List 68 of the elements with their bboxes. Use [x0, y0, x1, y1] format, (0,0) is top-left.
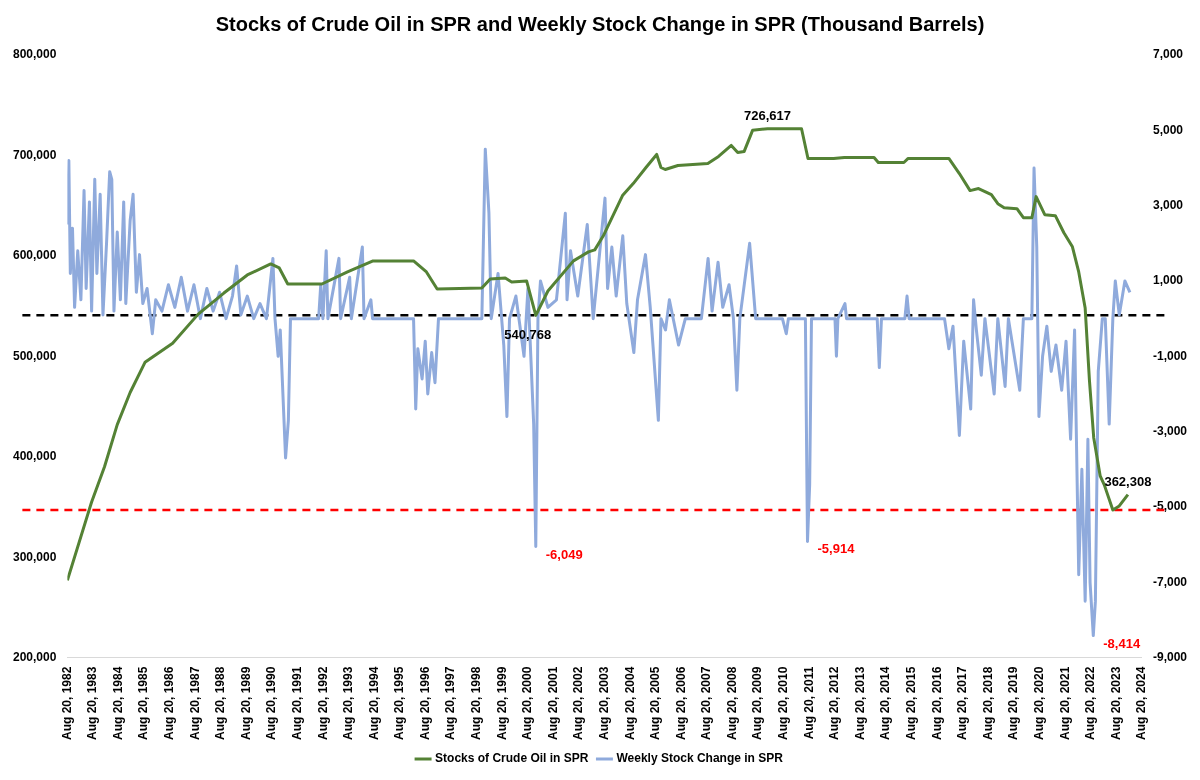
x-tick-label: Aug 20, 2023 — [1108, 666, 1123, 740]
y-tick-label: 700,000 — [12, 147, 57, 162]
x-tick-label: Aug 20, 2013 — [852, 666, 867, 740]
x-tick-label: Aug 20, 2001 — [545, 666, 560, 740]
x-tick-label: Aug 20, 2024 — [1134, 666, 1149, 740]
x-tick-label: Aug 20, 1996 — [417, 666, 432, 740]
x-tick-label: Aug 20, 2003 — [596, 666, 611, 740]
x-tick-label: Aug 20, 2012 — [827, 666, 842, 740]
annotation: 362,308 — [1104, 473, 1152, 489]
chart-title: Stocks of Crude Oil in SPR and Weekly Stock Change in SPR (Thousand Barrels) — [215, 12, 985, 35]
x-tick-label: Aug 20, 2002 — [571, 666, 586, 740]
x-tick-label: Aug 20, 1983 — [85, 666, 100, 740]
x-tick-label: Aug 20, 2007 — [699, 666, 714, 740]
x-tick-label: Aug 20, 2004 — [622, 666, 637, 740]
x-tick-label: Aug 20, 2021 — [1057, 666, 1072, 740]
y-tick-label: 400,000 — [12, 449, 57, 464]
y2-tick-label: -9,000 — [1152, 649, 1188, 664]
x-tick-label: Aug 20, 2019 — [1006, 666, 1021, 740]
x-tick-label: Aug 20, 1982 — [59, 666, 74, 740]
x-tick-label: Aug 20, 2006 — [673, 666, 688, 740]
x-tick-label: Aug 20, 2016 — [929, 666, 944, 740]
y2-tick-label: 7,000 — [1152, 47, 1184, 62]
legend-label: Weekly Stock Change in SPR — [616, 751, 784, 766]
y2-tick-label: -7,000 — [1152, 574, 1188, 589]
x-tick-label: Aug 20, 2020 — [1031, 666, 1046, 740]
x-tick-label: Aug 20, 1986 — [162, 666, 177, 740]
annotation: 726,617 — [744, 107, 792, 123]
x-tick-label: Aug 20, 1995 — [392, 666, 407, 740]
annotation: -6,049 — [545, 546, 583, 562]
x-tick-label: Aug 20, 1988 — [213, 666, 228, 740]
x-tick-label: Aug 20, 1989 — [238, 666, 253, 740]
x-tick-label: Aug 20, 1997 — [443, 666, 458, 740]
x-tick-label: Aug 20, 1985 — [136, 666, 151, 740]
x-tick-label: Aug 20, 2005 — [648, 666, 663, 740]
x-tick-label: Aug 20, 1998 — [469, 666, 484, 740]
y2-tick-label: 5,000 — [1152, 122, 1184, 137]
annotation: -5,914 — [817, 541, 856, 557]
x-tick-label: Aug 20, 2000 — [520, 666, 535, 740]
y2-tick-label: -1,000 — [1152, 348, 1188, 363]
x-tick-label: Aug 20, 1984 — [110, 666, 125, 740]
x-tick-label: Aug 20, 1991 — [289, 666, 304, 740]
x-tick-label: Aug 20, 1999 — [494, 666, 509, 740]
y2-tick-label: -3,000 — [1152, 423, 1188, 438]
x-tick-label: Aug 20, 2009 — [750, 666, 765, 740]
x-tick-label: Aug 20, 2018 — [980, 666, 995, 740]
legend-label: Stocks of Crude Oil in SPR — [435, 751, 589, 766]
y-tick-label: 200,000 — [12, 649, 57, 664]
x-tick-label: Aug 20, 1993 — [341, 666, 356, 740]
x-tick-label: Aug 20, 2017 — [955, 666, 970, 740]
x-tick-label: Aug 20, 1994 — [366, 666, 381, 740]
x-tick-label: Aug 20, 1987 — [187, 666, 202, 740]
y2-tick-label: -5,000 — [1152, 499, 1188, 514]
y-tick-label: 500,000 — [12, 348, 57, 363]
x-tick-label: Aug 20, 2022 — [1083, 666, 1098, 740]
x-tick-label: Aug 20, 1990 — [264, 666, 279, 740]
y2-tick-label: 3,000 — [1152, 197, 1184, 212]
x-tick-label: Aug 20, 2014 — [878, 666, 893, 740]
y-tick-label: 800,000 — [12, 47, 57, 62]
y2-tick-label: 1,000 — [1152, 273, 1184, 288]
x-tick-label: Aug 20, 2008 — [724, 666, 739, 740]
annotation: 540,768 — [504, 327, 552, 343]
y-tick-label: 300,000 — [12, 549, 57, 564]
x-tick-label: Aug 20, 1992 — [315, 666, 330, 740]
x-tick-label: Aug 20, 2011 — [801, 666, 816, 740]
x-tick-label: Aug 20, 2015 — [903, 666, 918, 740]
y-tick-label: 600,000 — [12, 248, 57, 263]
annotation: -8,414 — [1103, 635, 1141, 651]
x-tick-label: Aug 20, 2010 — [776, 666, 791, 740]
